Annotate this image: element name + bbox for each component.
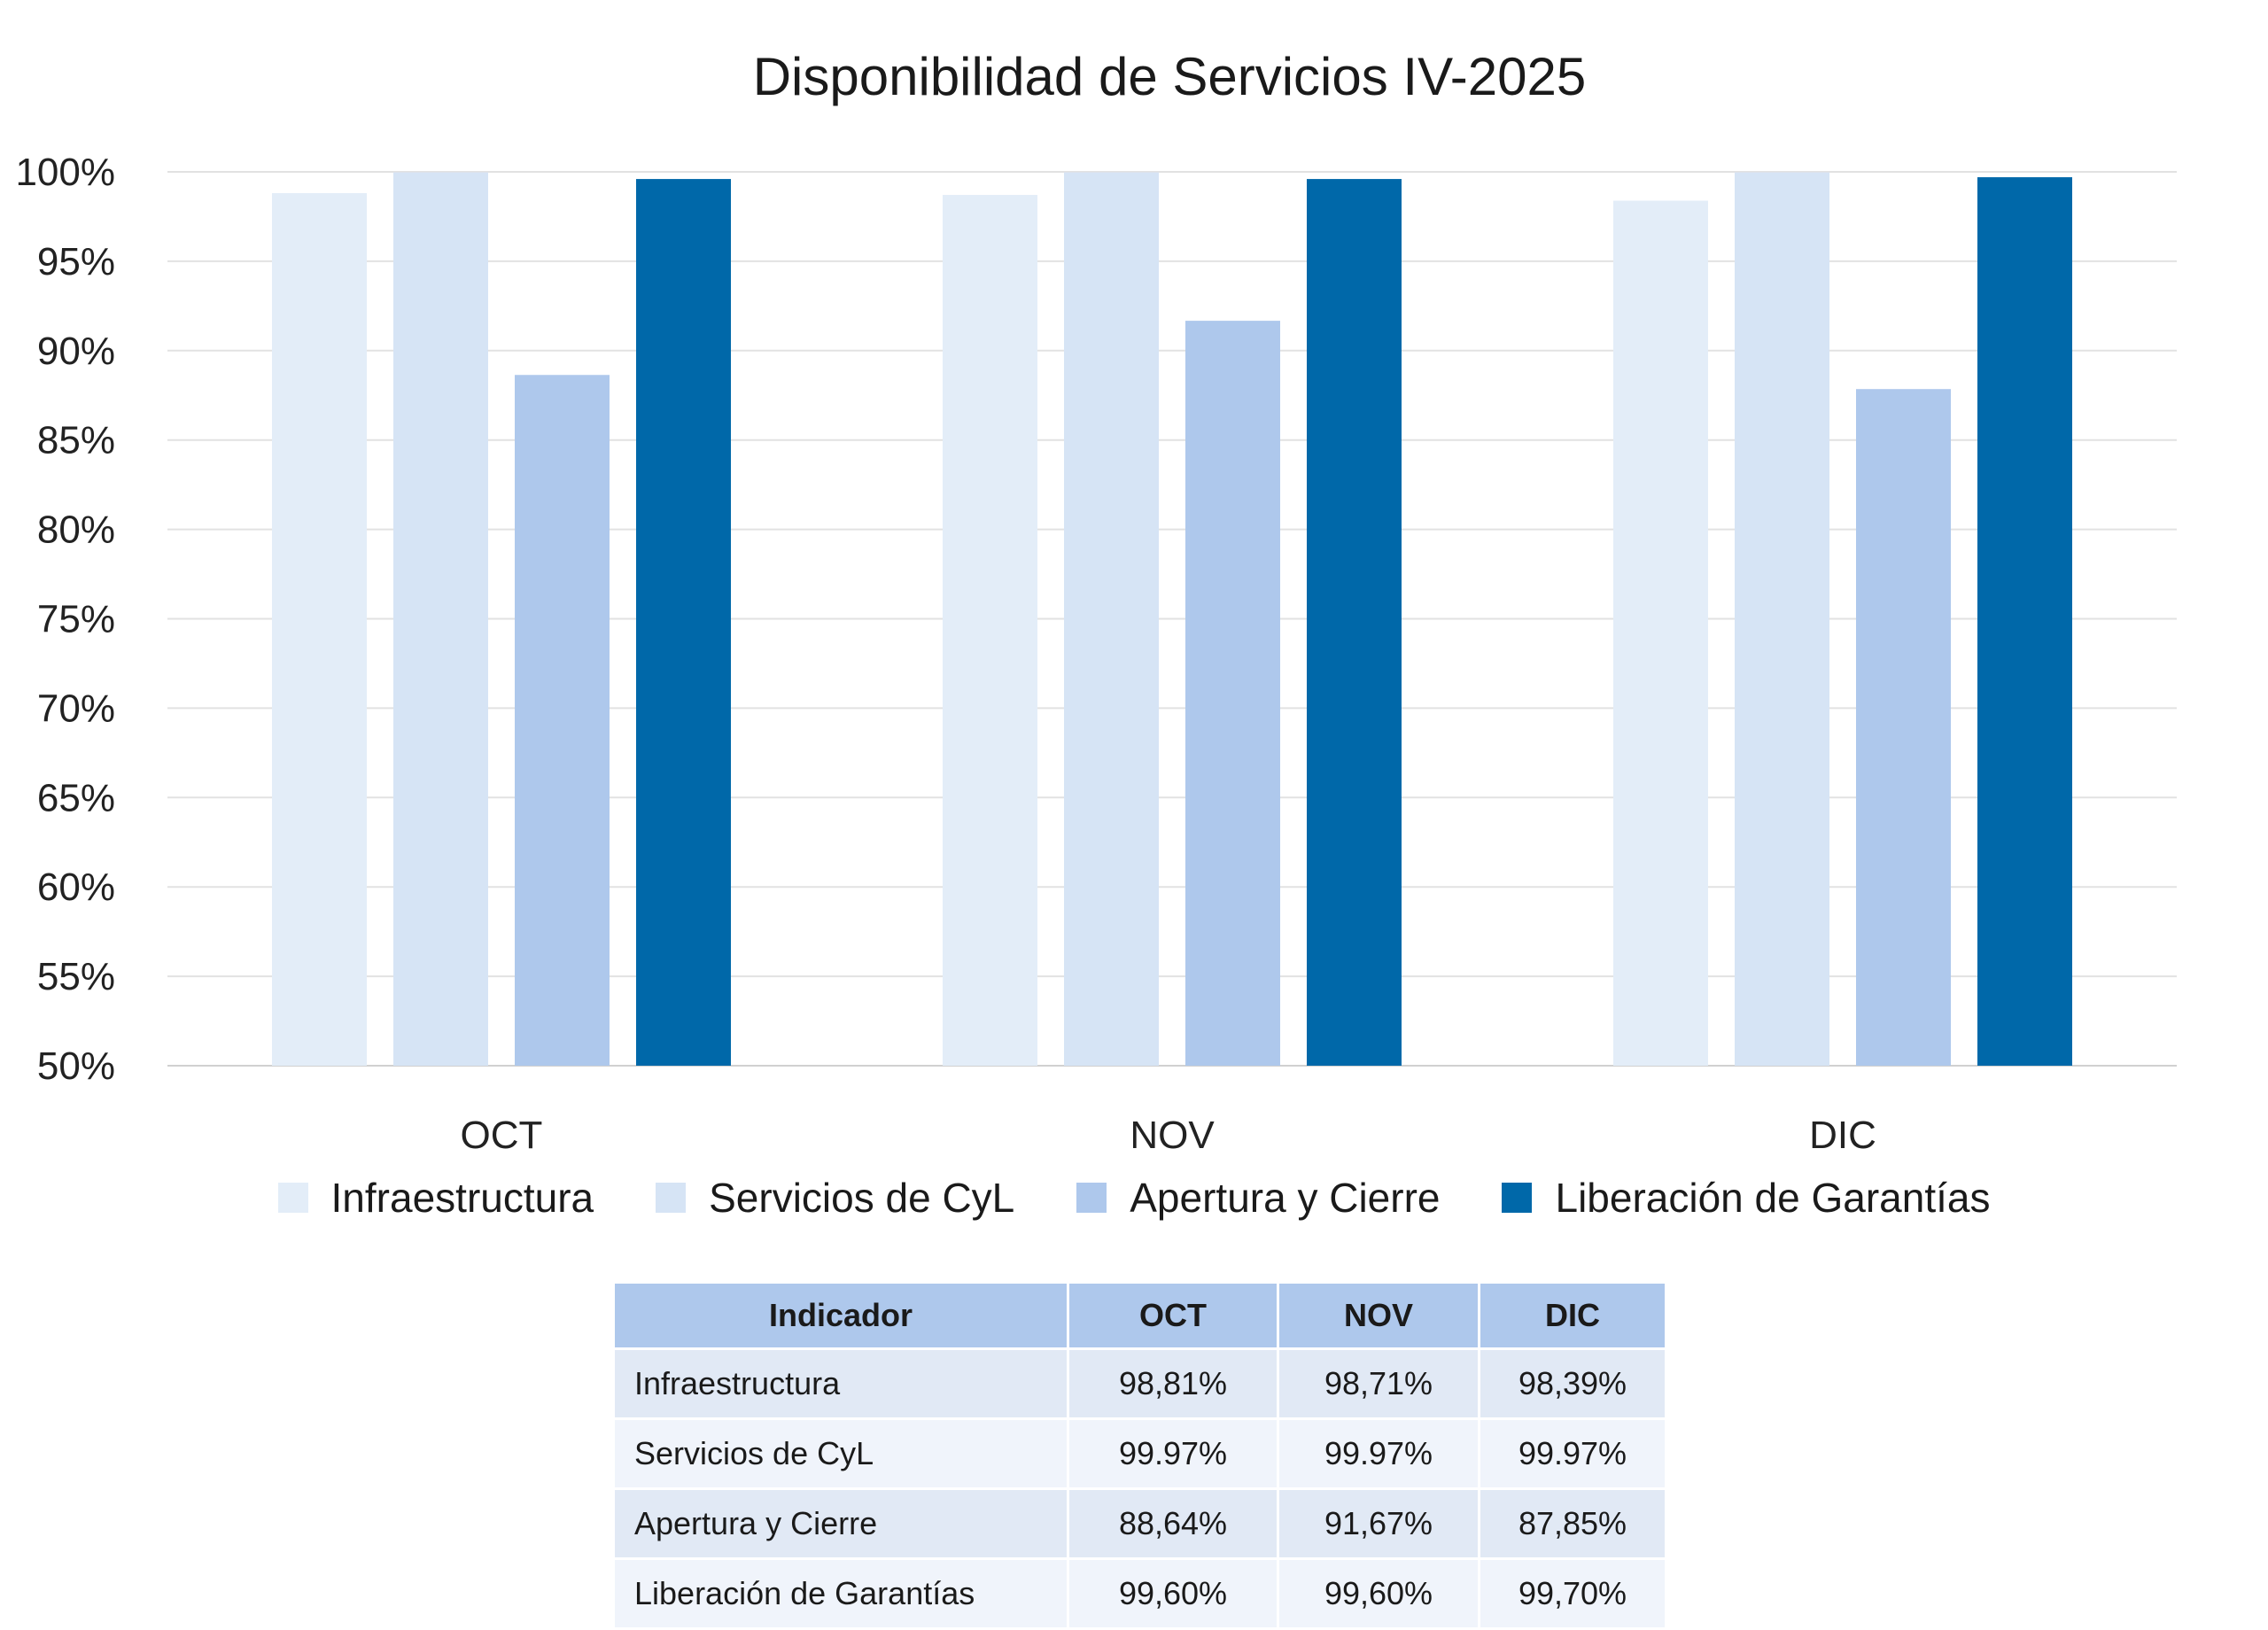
bar-oct-3 <box>636 179 731 1066</box>
chart-title: Disponibilidad de Servicios IV-2025 <box>752 47 1587 106</box>
y-tick-label: 50% <box>37 1044 115 1088</box>
bar-oct-2 <box>515 375 610 1066</box>
legend-label: Liberación de Garantías <box>1555 1175 1991 1221</box>
bar-oct-1 <box>393 172 488 1066</box>
y-tick-label: 90% <box>37 330 115 373</box>
legend-swatch <box>1076 1183 1107 1213</box>
cell-value: 98,81% <box>1069 1350 1277 1417</box>
row-label: Infraestructura <box>615 1350 1067 1417</box>
cell-value: 99.97% <box>1069 1420 1277 1487</box>
y-tick-label: 70% <box>37 687 115 730</box>
bar-dic-2 <box>1856 389 1951 1066</box>
legend-item: Apertura y Cierre <box>1076 1174 1440 1222</box>
legend-swatch <box>656 1183 687 1213</box>
table-row: Liberación de Garantías 99,60% 99,60% 99,70… <box>615 1560 1665 1627</box>
cell-value: 99.97% <box>1480 1420 1665 1487</box>
row-label: Apertura y Cierre <box>615 1490 1067 1557</box>
y-tick-label: 95% <box>37 240 115 283</box>
legend-label: Apertura y Cierre <box>1130 1175 1441 1221</box>
y-tick-label: 55% <box>37 955 115 998</box>
bar-oct-0 <box>272 193 367 1066</box>
table-row: Apertura y Cierre 88,64% 91,67% 87,85% <box>615 1490 1665 1557</box>
legend-label: Servicios de CyL <box>709 1175 1015 1221</box>
cell-value: 88,64% <box>1069 1490 1277 1557</box>
header-nov: NOV <box>1279 1284 1478 1347</box>
x-tick-label: DIC <box>1809 1114 1876 1152</box>
x-tick-label: OCT <box>461 1114 543 1152</box>
y-tick-label: 65% <box>37 776 115 819</box>
bar-chart: 50% 55% 60% 65% 70% 75% 80% 85% 90% 95% 100% OCT NOV… <box>15 151 2177 1152</box>
legend-item: Servicios de CyL <box>656 1174 1014 1222</box>
bar-dic-3 <box>1977 177 2072 1066</box>
table-row: Servicios de CyL 99.97% 99.97% 99.97% <box>615 1420 1665 1487</box>
cell-value: 91,67% <box>1279 1490 1478 1557</box>
legend-item: Liberación de Garantías <box>1502 1174 1990 1222</box>
bar-nov-2 <box>1185 321 1280 1067</box>
y-tick-label: 100% <box>15 151 115 194</box>
y-tick-label: 60% <box>37 865 115 909</box>
header-indicador: Indicador <box>615 1284 1067 1347</box>
cell-value: 98,39% <box>1480 1350 1665 1417</box>
bar-dic-0 <box>1613 200 1708 1066</box>
legend-item: Infraestructura <box>277 1174 594 1222</box>
data-table: Indicador OCT NOV DIC Infraestructura 98,… <box>612 1281 1667 1630</box>
cell-value: 98,71% <box>1279 1350 1478 1417</box>
legend-swatch <box>1502 1183 1533 1213</box>
legend-label: Infraestructura <box>330 1175 594 1221</box>
table-header-row: Indicador OCT NOV DIC <box>615 1284 1665 1347</box>
bar-nov-0 <box>943 195 1037 1066</box>
legend-swatch <box>277 1183 308 1213</box>
cell-value: 99,60% <box>1279 1560 1478 1627</box>
cell-value: 99,70% <box>1480 1560 1665 1627</box>
cell-value: 87,85% <box>1480 1490 1665 1557</box>
bar-dic-1 <box>1735 172 1829 1066</box>
y-tick-label: 80% <box>37 508 115 552</box>
legend: Infraestructura Servicios de CyL Apertura … <box>0 1174 2268 1222</box>
row-label: Servicios de CyL <box>615 1420 1067 1487</box>
bar-nov-1 <box>1064 172 1159 1066</box>
y-tick-label: 85% <box>37 419 115 462</box>
row-label: Liberación de Garantías <box>615 1560 1067 1627</box>
x-tick-label: NOV <box>1130 1114 1215 1152</box>
cell-value: 99,60% <box>1069 1560 1277 1627</box>
table-row: Infraestructura 98,81% 98,71% 98,39% <box>615 1350 1665 1417</box>
y-tick-label: 75% <box>37 598 115 641</box>
bar-nov-3 <box>1307 179 1402 1066</box>
header-dic: DIC <box>1480 1284 1665 1347</box>
header-oct: OCT <box>1069 1284 1277 1347</box>
cell-value: 99.97% <box>1279 1420 1478 1487</box>
